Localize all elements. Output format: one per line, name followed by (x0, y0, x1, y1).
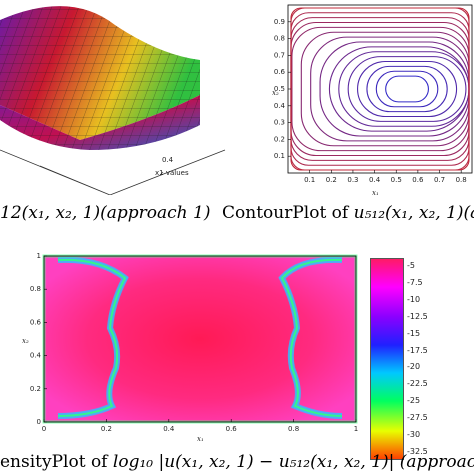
surface-x-label: x1 values (155, 169, 189, 177)
density-x-tick: 1 (354, 425, 358, 433)
contour-x-tick: 0.1 (304, 176, 315, 184)
density-y-tick: 0.4 (30, 352, 42, 360)
surface-caption: 12(x₁, x₂, 1)(approach 1) (0, 203, 211, 223)
contour-y-tick: 0.7 (274, 51, 285, 59)
contour-x-tick: 0.3 (347, 176, 358, 184)
contour-x-tick: 0.5 (391, 176, 402, 184)
contour-y-label: x₂ (272, 89, 279, 97)
contour-x-tick: 0.4 (369, 176, 381, 184)
contour-line (290, 17, 470, 161)
contour-x-tick: 0.7 (434, 176, 445, 184)
contour-line (357, 60, 458, 118)
density-field (44, 256, 356, 422)
contour-y-tick: 0.6 (274, 68, 286, 76)
colorbar-tick: -7.5 (407, 277, 423, 287)
contour-frame (287, 4, 473, 174)
colorbar-tick: -10 (407, 294, 421, 304)
colorbar (370, 258, 404, 460)
density-y-tick: 0 (37, 418, 41, 426)
density-y-tick: 0.8 (30, 285, 41, 293)
contour-line (375, 70, 439, 108)
density-x-tick: 0.6 (226, 425, 238, 433)
density-x-tick: 0.4 (163, 425, 175, 433)
contour-line (385, 75, 429, 103)
contour-caption: ContourPlot of u₅₁₂(x₁, x₂, 1)(a (222, 203, 474, 223)
density-y-tick: 0.2 (30, 385, 41, 393)
contour-y-tick: 0.2 (274, 135, 285, 143)
colorbar-tick: -12.5 (407, 311, 428, 321)
colorbar-tick: -17.5 (407, 345, 428, 355)
density-y-label: x₂ (22, 337, 29, 345)
colorbar-tick: -5 (407, 261, 415, 270)
contour-x-tick: 0.2 (326, 176, 337, 184)
density-x-tick: 0.8 (288, 425, 299, 433)
contour-x-tick: 0.8 (456, 176, 467, 184)
contour-y-tick: 0.8 (274, 35, 285, 43)
density-plot: 0 0.2 0.4 0.6 0.8 1 0 0.2 0.4 0.6 0.8 1 x₂ x₁ (22, 252, 358, 443)
contour-y-tick: 0.4 (274, 102, 286, 110)
contour-y-tick: 0.3 (274, 119, 285, 127)
contour-x-tick: 0.6 (412, 176, 424, 184)
density-x-label: x₁ (197, 435, 204, 443)
contour-y-tick: 0.9 (274, 18, 285, 26)
contour-x-label: x₁ (372, 189, 379, 197)
contour-line (338, 51, 470, 127)
density-y-tick: 0.6 (30, 318, 42, 326)
colorbar-tick: -20 (407, 362, 421, 372)
contour-y-tick: 0.5 (274, 85, 285, 93)
contour-line (366, 65, 448, 113)
colorbar-tick: -30 (407, 430, 421, 440)
colorbar-tick: -32.5 (407, 447, 428, 456)
colorbar-tick: -27.5 (407, 413, 428, 423)
density-frame (43, 255, 357, 423)
density-y-tick: 1 (37, 252, 41, 260)
contour-line (310, 36, 470, 142)
colorbar-tick: -22.5 (407, 379, 428, 389)
contour-line (347, 56, 467, 122)
colorbar-tick: -15 (407, 328, 421, 338)
contour-line (291, 26, 470, 152)
contour-plot: 0.1 0.2 0.3 0.4 0.5 0.6 0.7 0.8 0.9 0.1 0.2 0.3 0.4… (272, 4, 473, 197)
density-x-tick: 0.2 (101, 425, 112, 433)
density-x-tick: 0 (42, 425, 46, 433)
density-caption: ensityPlot of log₁₀ |u(x₁, x₂, 1) − u₅₁₂… (0, 452, 474, 472)
colorbar-tick: -25 (407, 396, 421, 406)
contour-y-tick: 0.1 (274, 152, 285, 160)
contour-line (290, 12, 470, 166)
surface-plot: 0.4 x1 values (0, 6, 226, 195)
surface-x-tick: 0.4 (162, 156, 174, 164)
